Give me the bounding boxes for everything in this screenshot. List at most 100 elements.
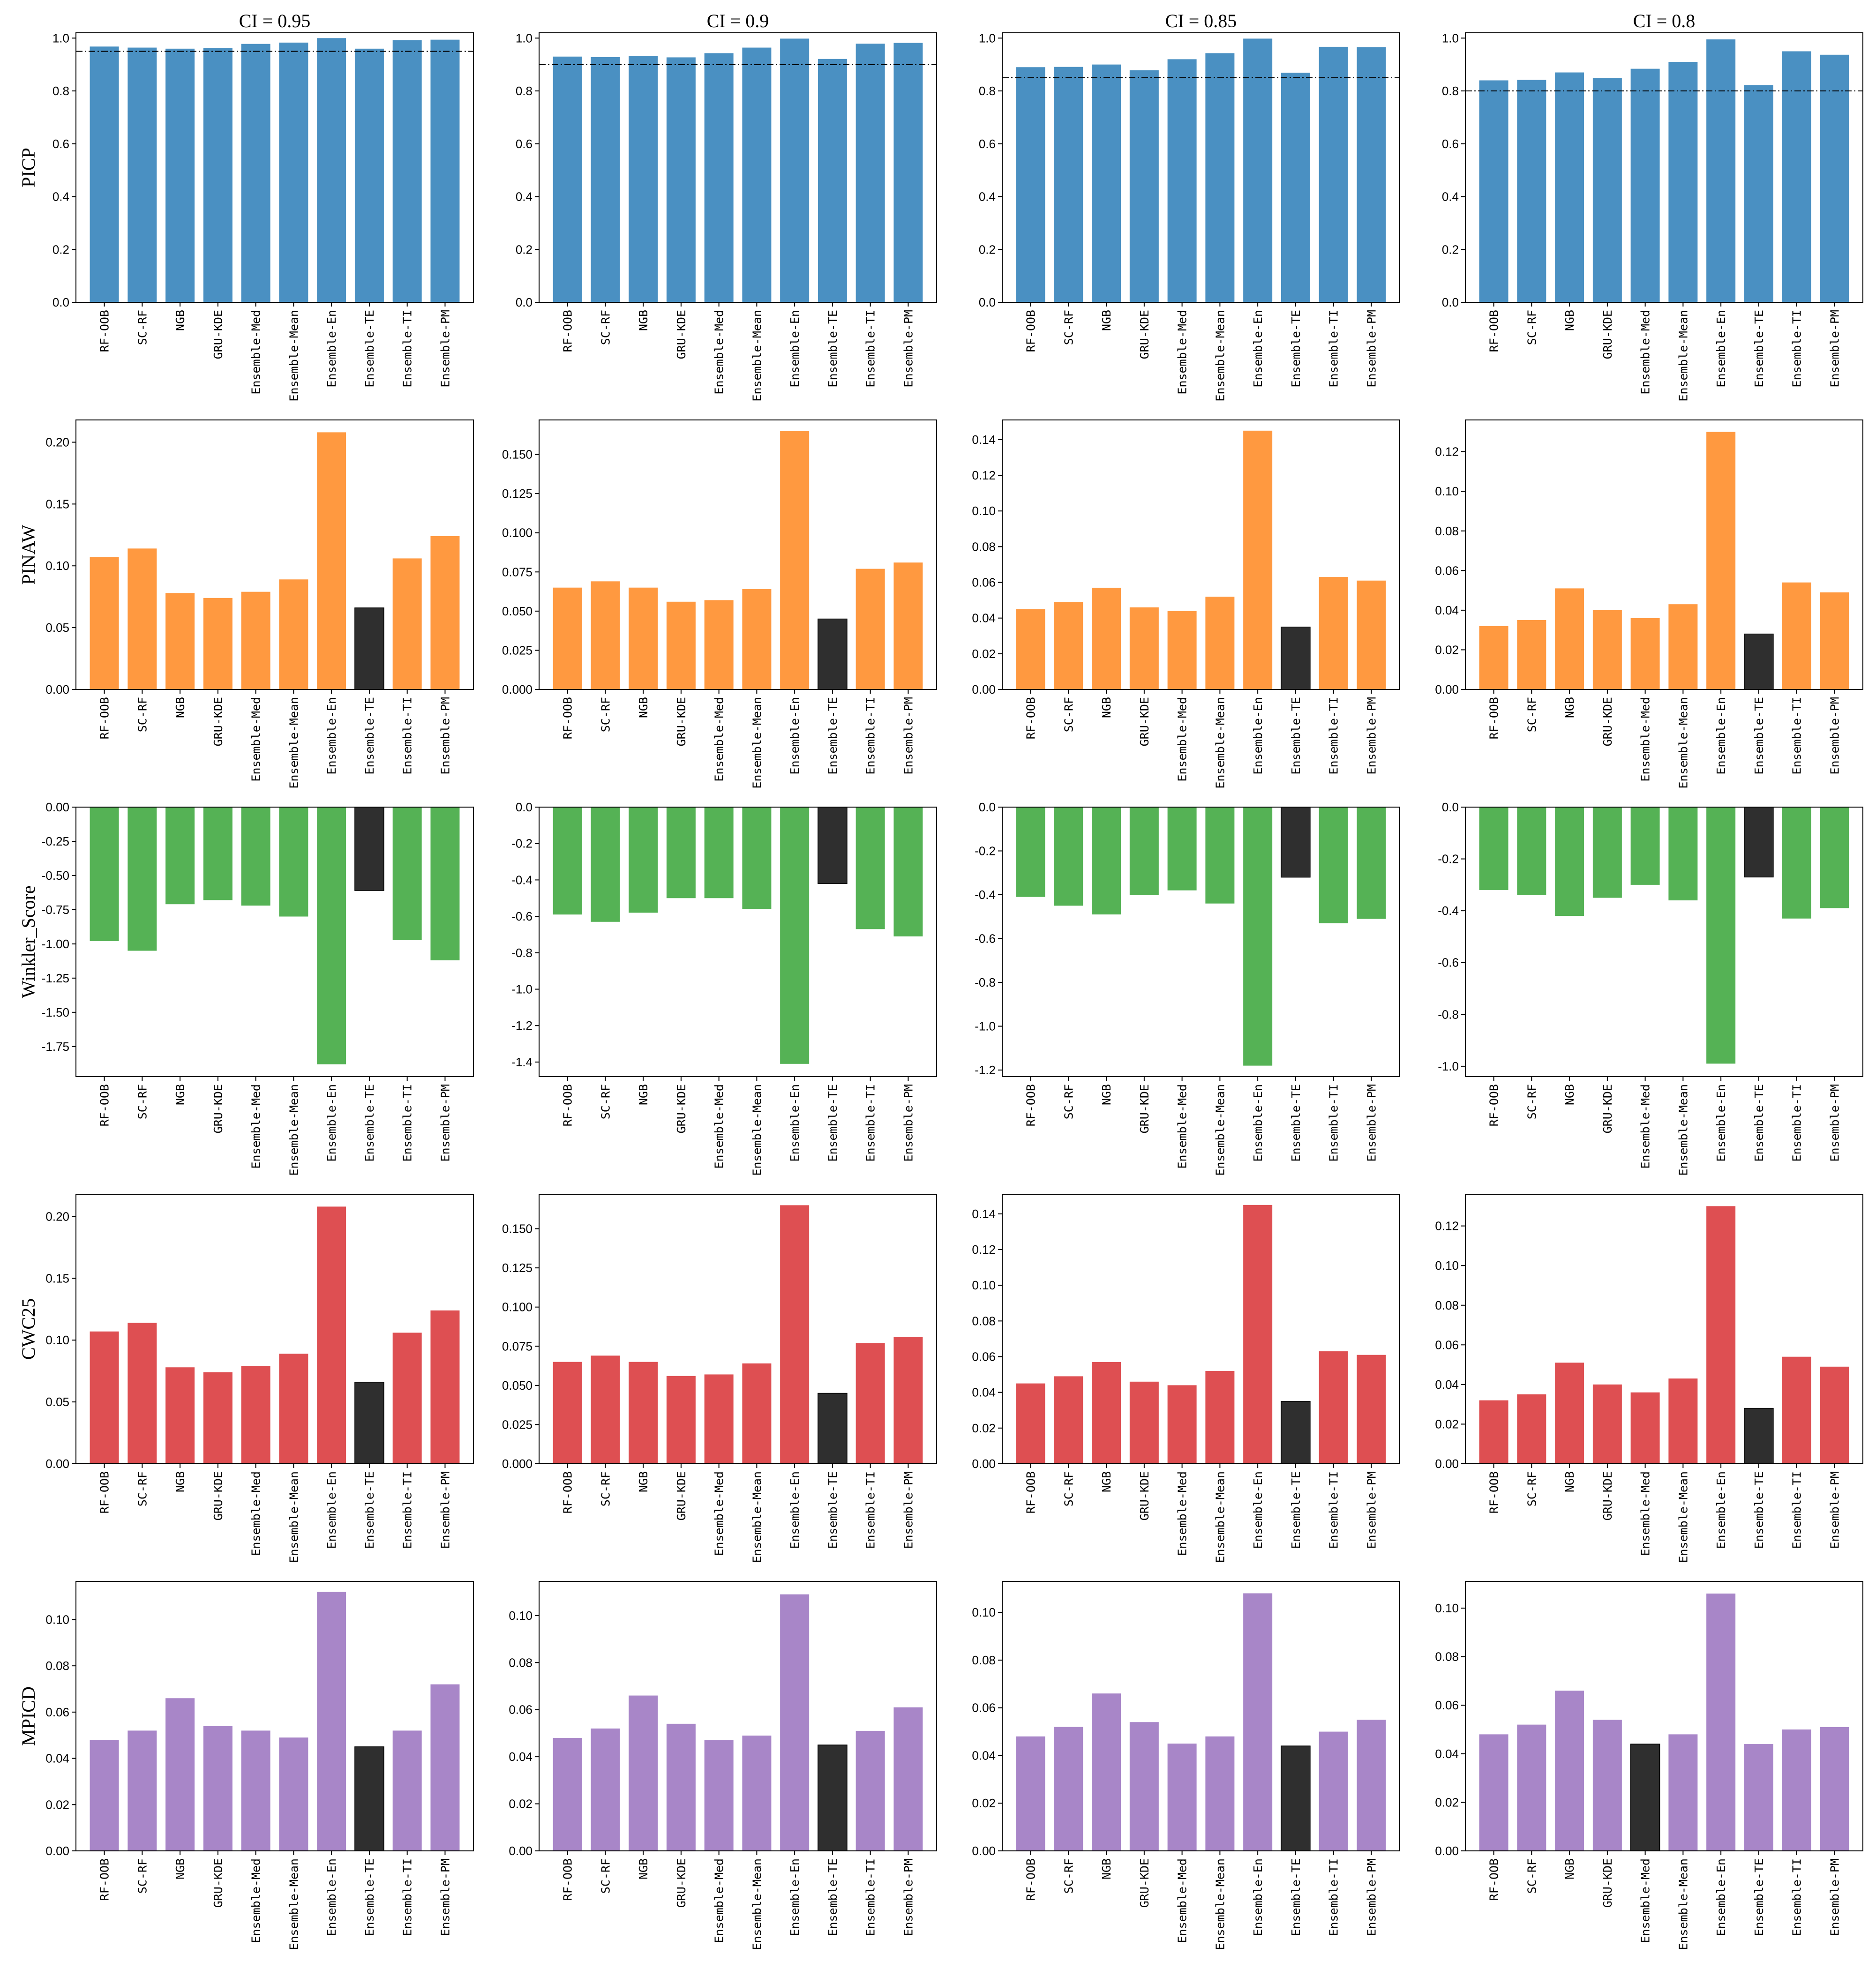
x-tick-label-gru-kde: GRU-KDE <box>1138 697 1151 746</box>
x-tick-label-ngb: NGB <box>637 1471 650 1492</box>
bar-sc-rf <box>591 57 620 303</box>
axes-frame <box>75 419 474 690</box>
y-tick-label: 0.04 <box>45 1752 69 1766</box>
bar-ensemble-te <box>1281 1400 1311 1464</box>
bar-gru-kde <box>1592 78 1622 302</box>
y-tick-label: 0.075 <box>502 565 533 579</box>
y-tick-label: 0.125 <box>502 1261 533 1275</box>
y-tick-label: 0.8 <box>1442 84 1459 98</box>
x-tick-label-ensemble-med: Ensemble-Med <box>249 697 263 782</box>
y-tick-label: 0.06 <box>1435 1698 1459 1712</box>
y-tick-label: 0.8 <box>979 84 996 98</box>
y-tick-label: 0.04 <box>509 1750 533 1764</box>
x-tick-label-ngb: NGB <box>173 1858 187 1879</box>
panel-winkler-score-3: -1.2 -1.0 -0.8 -0.6 -0.4 -0.2 0.0 RF-OOB SC-RF NG… <box>975 800 1400 1176</box>
panel-mpicd-1: 0.00 0.02 0.04 0.06 0.08 0.10 RF-OOB SC-RF NGB GR… <box>45 1581 474 1950</box>
x-tick-label-ensemble-te: Ensemble-TE <box>826 310 840 388</box>
y-tick-label: 0.02 <box>1435 1417 1459 1431</box>
x-tick-label-ensemble-en: Ensemble-En <box>325 310 338 388</box>
bar-ensemble-en <box>1706 807 1736 1064</box>
x-tick-label-ensemble-te: Ensemble-TE <box>1752 1858 1766 1936</box>
y-tick-label: -0.75 <box>42 903 69 917</box>
panel-mpicd-2: 0.00 0.02 0.04 0.06 0.08 0.10 RF-OOB SC-RF NGB GR… <box>509 1581 937 1950</box>
y-tick-label: 1.0 <box>516 31 533 45</box>
y-tick-label: 0.10 <box>972 1278 996 1292</box>
bar-ensemble-te <box>1744 85 1773 302</box>
bar-ngb <box>1555 588 1584 689</box>
bar-rf-oob <box>90 557 119 689</box>
bar-ensemble-pm <box>1820 1366 1849 1464</box>
y-tick-label: 0.04 <box>972 1385 996 1400</box>
bar-gru-kde <box>1129 70 1159 303</box>
y-tick-label: 0.00 <box>45 682 69 696</box>
bar-ensemble-en <box>780 38 810 302</box>
x-tick-label-ensemble-pm: Ensemble-PM <box>438 697 452 775</box>
bar-ensemble-ti <box>855 1343 885 1464</box>
y-tick-label: -0.4 <box>511 873 533 887</box>
y-tick-label: 0.00 <box>45 1844 69 1858</box>
x-tick-label-ensemble-te: Ensemble-TE <box>1752 1471 1766 1549</box>
bar-rf-oob <box>553 587 582 689</box>
bar-ensemble-te <box>1281 73 1310 302</box>
y-tick-label: 0.0 <box>979 295 996 309</box>
x-tick-label-ensemble-ti: Ensemble-TI <box>1790 697 1804 775</box>
y-tick-label: -1.2 <box>975 1063 996 1077</box>
bar-rf-oob <box>1016 67 1045 303</box>
y-tick-label: 0.08 <box>1435 1650 1459 1664</box>
x-tick-label-ensemble-ti: Ensemble-TI <box>864 1084 878 1162</box>
bar-ensemble-mean <box>279 42 308 302</box>
bar-ngb <box>1092 1693 1121 1851</box>
x-tick-label-gru-kde: GRU-KDE <box>211 1858 225 1908</box>
x-tick-label-ensemble-ti: Ensemble-TI <box>1790 1084 1804 1162</box>
bar-ensemble-ti <box>392 40 422 303</box>
x-tick-label-ensemble-te: Ensemble-TE <box>363 1084 376 1162</box>
bar-ensemble-ti <box>1782 1729 1811 1851</box>
panel-picp-4: 0.0 0.2 0.4 0.6 0.8 1.0 RF-OOB SC-RF NGB GRU-KDE E… <box>1442 31 1863 402</box>
x-tick-label-ensemble-en: Ensemble-En <box>325 1084 338 1162</box>
y-tick-label: 0.06 <box>972 1350 996 1364</box>
bar-ensemble-med <box>1167 1385 1197 1464</box>
x-tick-label-ensemble-mean: Ensemble-Mean <box>1676 1084 1690 1176</box>
x-tick-label-rf-oob: RF-OOB <box>98 697 112 739</box>
bar-ensemble-pm <box>430 536 460 689</box>
bar-ensemble-en <box>317 38 346 302</box>
row-label-pinaw: PINAW <box>18 524 39 584</box>
x-tick-label-ensemble-med: Ensemble-Med <box>713 1471 726 1556</box>
x-tick-label-ensemble-mean: Ensemble-Mean <box>750 697 764 789</box>
x-tick-label-gru-kde: GRU-KDE <box>675 310 688 359</box>
bar-sc-rf <box>1517 1394 1546 1464</box>
y-tick-label: -0.6 <box>511 909 533 923</box>
y-tick-label: -1.2 <box>511 1018 533 1033</box>
bar-gru-kde <box>1129 607 1159 689</box>
y-tick-label: 0.08 <box>1435 524 1459 538</box>
y-tick-label: 0.10 <box>509 1609 533 1623</box>
bar-ensemble-ti <box>1319 577 1348 689</box>
y-tick-label: 0.20 <box>45 435 69 449</box>
bar-ensemble-ti <box>1319 1351 1348 1464</box>
bar-ensemble-med <box>241 44 270 303</box>
bar-ensemble-pm <box>430 807 460 960</box>
y-tick-label: -0.8 <box>1438 1007 1459 1021</box>
x-tick-label-ensemble-en: Ensemble-En <box>1714 697 1728 775</box>
y-tick-label: 0.100 <box>502 526 533 540</box>
y-tick-label: 0.6 <box>1442 137 1459 151</box>
column-title-ci-0-95: CI = 0.95 <box>239 10 311 31</box>
x-tick-label-ngb: NGB <box>637 697 650 718</box>
panel-picp-1: 0.0 0.2 0.4 0.6 0.8 1.0 RF-OOB SC-RF NGB GRU-KDE E… <box>53 31 474 402</box>
x-tick-label-ensemble-ti: Ensemble-TI <box>1790 310 1804 388</box>
y-tick-label: 0.05 <box>45 621 69 635</box>
x-tick-label-ensemble-te: Ensemble-TE <box>1752 697 1766 775</box>
y-tick-label: 1.0 <box>53 31 69 45</box>
x-tick-label-ensemble-en: Ensemble-En <box>325 1471 338 1549</box>
bar-ensemble-mean <box>1205 807 1235 904</box>
x-tick-label-ensemble-pm: Ensemble-PM <box>438 1858 452 1936</box>
bar-ngb <box>1555 807 1584 916</box>
x-tick-label-ensemble-en: Ensemble-En <box>1714 1084 1728 1162</box>
y-tick-label: 0.025 <box>502 643 533 657</box>
y-tick-label: -1.4 <box>511 1055 533 1069</box>
x-tick-label-ensemble-pm: Ensemble-PM <box>901 1084 915 1162</box>
y-tick-label: -1.0 <box>1438 1059 1459 1073</box>
x-tick-label-sc-rf: SC-RF <box>1525 697 1538 732</box>
bar-ensemble-med <box>1167 59 1197 302</box>
